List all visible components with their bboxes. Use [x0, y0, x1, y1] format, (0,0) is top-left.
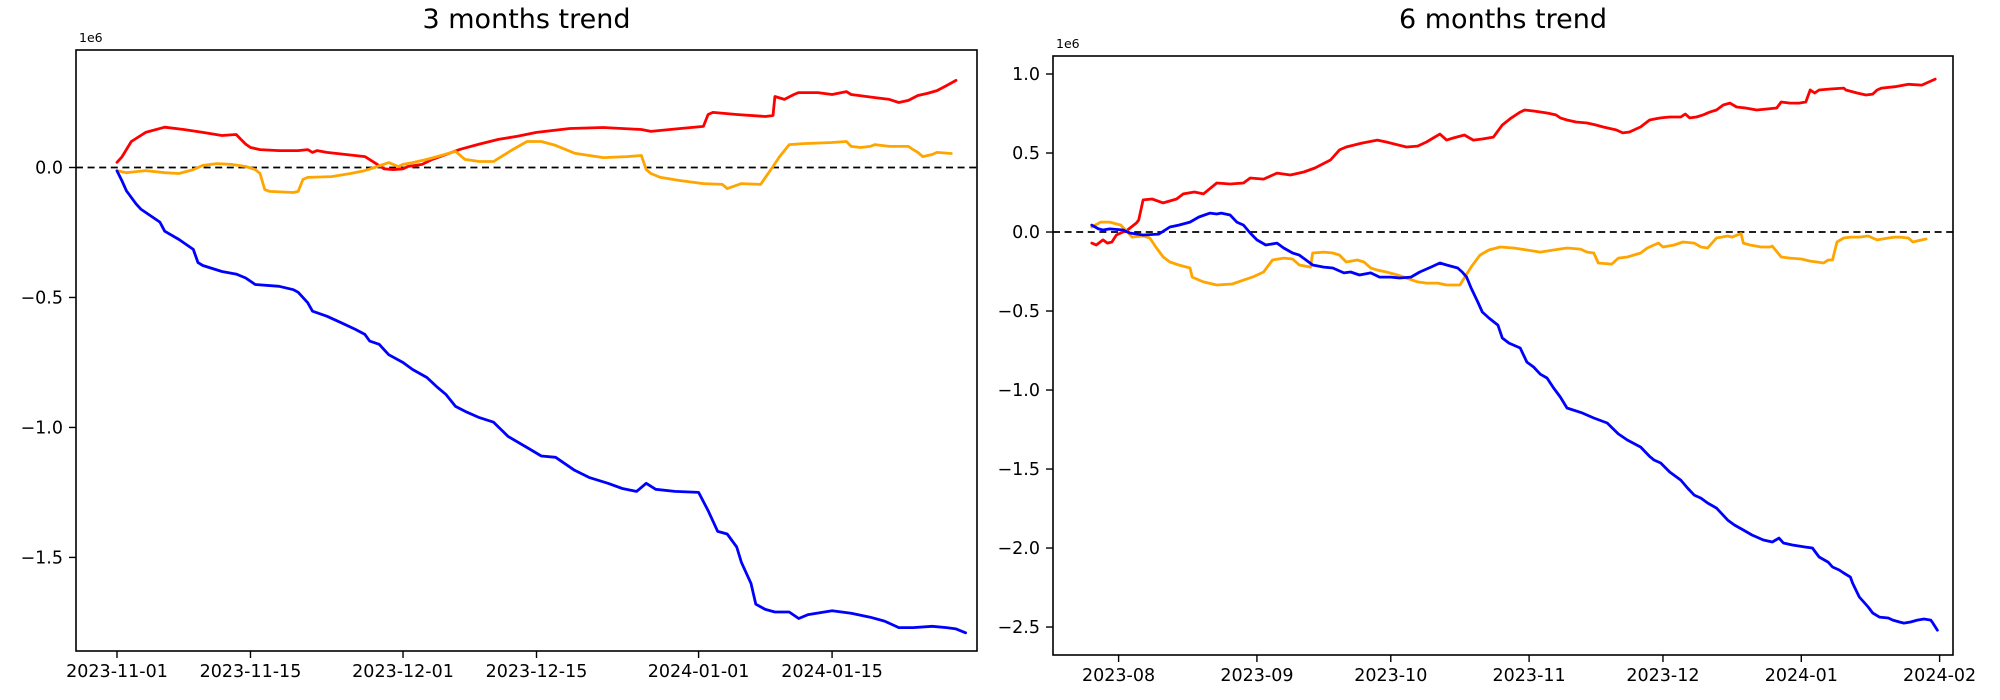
axes: 2023-11-01 2023-11-15 2023-12-01 2023-12-15…	[21, 49, 978, 682]
chart-title-3-months: 3 months trend	[422, 4, 631, 35]
y-tick-label: −2.0	[998, 539, 1041, 559]
x-tick-label: 2023-11-15	[200, 662, 302, 682]
x-tick-label: 2023-12-15	[486, 662, 588, 682]
blue-series-line	[115, 169, 967, 635]
x-tick-label: 2023-10	[1354, 666, 1427, 686]
x-tick-label: 2024-02	[1903, 666, 1976, 686]
y-tick-label: −0.5	[998, 302, 1041, 322]
x-tick-label: 2023-12-01	[352, 662, 454, 682]
y-axis-offset-label-right: 1e6	[1056, 36, 1080, 51]
plot-area-3-months: 2023-11-01 2023-11-15 2023-12-01 2023-12-15…	[21, 49, 978, 682]
x-tick-label: 2024-01-01	[648, 662, 750, 682]
y-tick-label: 0.0	[35, 158, 63, 178]
x-tick-label: 2023-08	[1082, 666, 1155, 686]
blue-series-line	[1090, 211, 1939, 632]
y-tick-label: −1.5	[998, 460, 1041, 480]
y-tick-label: −1.5	[21, 548, 64, 568]
y-axis-offset-label-left: 1e6	[79, 30, 103, 45]
red-series-line	[1090, 77, 1937, 247]
x-tick-label: 2023-09	[1220, 666, 1293, 686]
x-tick-label: 2024-01-15	[781, 662, 883, 682]
y-tick-label: 1.0	[1012, 65, 1040, 85]
axes-frame	[1052, 55, 1954, 656]
y-tick-label: 0.0	[1012, 223, 1040, 243]
orange-series-line	[1090, 220, 1928, 287]
x-tick-label: 2023-11-01	[66, 662, 168, 682]
plot-area-6-months: 2023-08 2023-09 2023-10 2023-11 2023-12 2024-…	[998, 55, 1976, 686]
x-tick-label: 2023-12	[1626, 666, 1699, 686]
y-tick-label: −1.0	[21, 418, 64, 438]
x-tick-label: 2024-01	[1765, 666, 1838, 686]
orange-series-line	[115, 140, 953, 194]
chart-title-6-months: 6 months trend	[1399, 4, 1607, 35]
y-tick-label: −2.5	[998, 618, 1041, 638]
y-tick-label: 0.5	[1012, 144, 1040, 164]
y-tick-label: −0.5	[21, 288, 64, 308]
red-series-line	[115, 78, 958, 171]
axes: 2023-08 2023-09 2023-10 2023-11 2023-12 2024-…	[998, 55, 1976, 686]
y-tick-label: −1.0	[998, 381, 1041, 401]
axes-frame	[75, 49, 978, 652]
x-tick-label: 2023-11	[1493, 666, 1566, 686]
